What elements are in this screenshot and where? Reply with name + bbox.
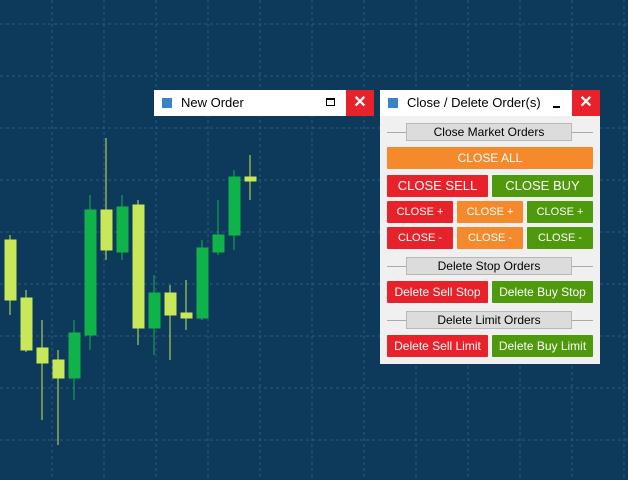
panel-titlebar: Close / Delete Order(s) ✕ xyxy=(380,90,600,116)
close-button[interactable]: ✕ xyxy=(572,90,600,116)
delete-sell-limit-button[interactable]: Delete Sell Limit xyxy=(387,335,488,357)
section-label: Delete Limit Orders xyxy=(406,311,572,329)
close-delete-panel: Close / Delete Order(s) ✕ Close Market O… xyxy=(380,90,600,364)
close-plus-button[interactable]: CLOSE + xyxy=(457,201,523,223)
section-label: Delete Stop Orders xyxy=(406,257,572,275)
new-order-window: New Order ✕ xyxy=(154,90,374,116)
close-minus-button[interactable]: CLOSE - xyxy=(527,227,593,249)
window-title: Close / Delete Order(s) xyxy=(407,95,541,110)
window-icon xyxy=(388,98,398,108)
maximize-button[interactable] xyxy=(326,98,335,106)
window-title: New Order xyxy=(181,95,244,110)
close-minus-button[interactable]: CLOSE - xyxy=(457,227,523,249)
delete-sell-stop-button[interactable]: Delete Sell Stop xyxy=(387,281,488,303)
close-buy-button[interactable]: CLOSE BUY xyxy=(492,175,593,197)
close-plus-button[interactable]: CLOSE + xyxy=(387,201,453,223)
window-icon xyxy=(162,98,172,108)
close-button[interactable]: ✕ xyxy=(346,90,374,116)
delete-buy-limit-button[interactable]: Delete Buy Limit xyxy=(492,335,593,357)
close-minus-button[interactable]: CLOSE - xyxy=(387,227,453,249)
delete-buy-stop-button[interactable]: Delete Buy Stop xyxy=(492,281,593,303)
section-label: Close Market Orders xyxy=(406,123,572,141)
close-plus-button[interactable]: CLOSE + xyxy=(527,201,593,223)
minimize-button[interactable] xyxy=(553,106,560,108)
close-sell-button[interactable]: CLOSE SELL xyxy=(387,175,488,197)
close-all-button[interactable]: CLOSE ALL xyxy=(387,147,593,169)
